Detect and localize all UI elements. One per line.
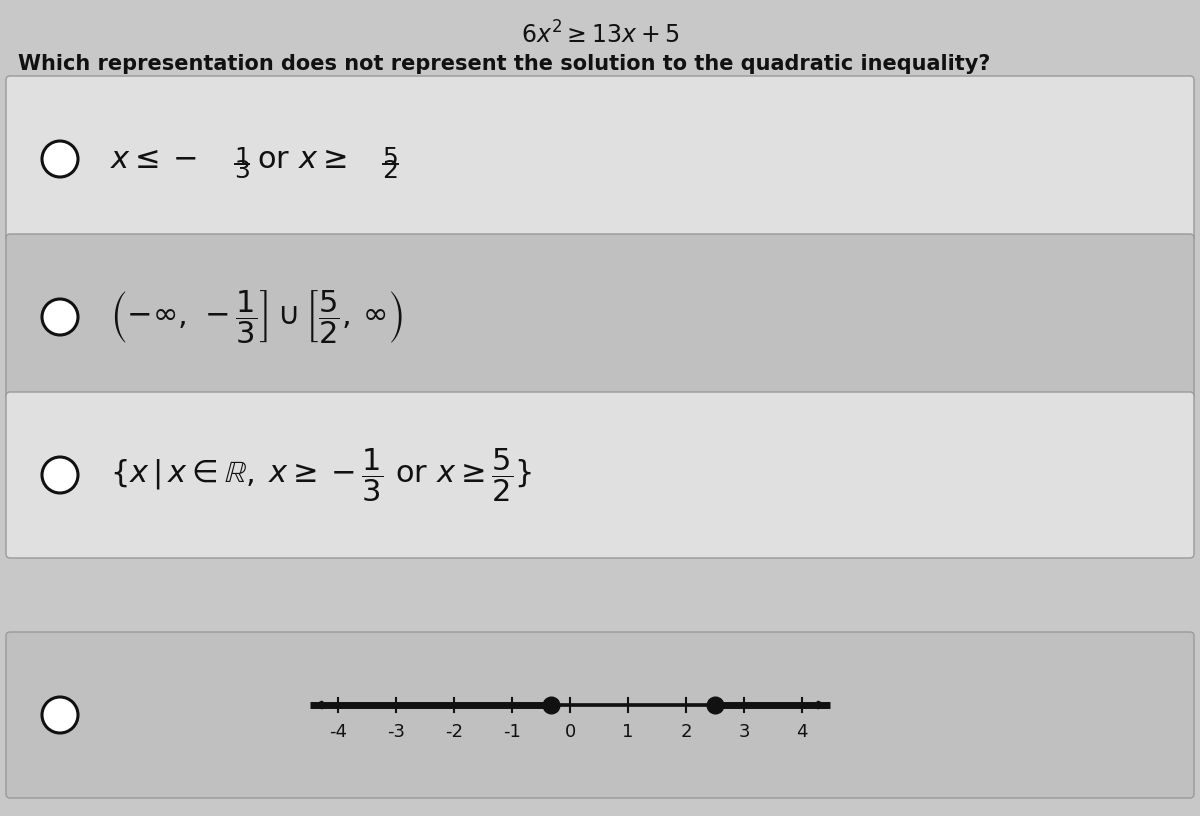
FancyBboxPatch shape bbox=[6, 392, 1194, 558]
Text: 4: 4 bbox=[797, 723, 808, 741]
Circle shape bbox=[42, 299, 78, 335]
Text: 5: 5 bbox=[383, 145, 398, 170]
Circle shape bbox=[42, 141, 78, 177]
FancyBboxPatch shape bbox=[6, 234, 1194, 400]
Text: $x \leq -$: $x \leq -$ bbox=[110, 144, 197, 174]
Text: 1: 1 bbox=[623, 723, 634, 741]
Text: $\left(-\infty,\,-\dfrac{1}{3}\right] \cup \left[\dfrac{5}{2},\,\infty\right)$: $\left(-\infty,\,-\dfrac{1}{3}\right] \c… bbox=[110, 288, 403, 346]
Text: 1: 1 bbox=[234, 145, 250, 170]
Text: 2: 2 bbox=[680, 723, 691, 741]
Text: $6x^2 \geq 13x + 5$: $6x^2 \geq 13x + 5$ bbox=[521, 21, 679, 48]
FancyBboxPatch shape bbox=[6, 76, 1194, 242]
Circle shape bbox=[42, 697, 78, 733]
Text: -3: -3 bbox=[386, 723, 406, 741]
Text: $\mathrm{or}\ x \geq$: $\mathrm{or}\ x \geq$ bbox=[257, 144, 347, 174]
Text: Which representation does not represent the solution to the quadratic inequality: Which representation does not represent … bbox=[18, 54, 990, 74]
Text: 3: 3 bbox=[234, 159, 250, 183]
Text: -4: -4 bbox=[329, 723, 347, 741]
Text: 2: 2 bbox=[383, 159, 398, 183]
Text: 3: 3 bbox=[738, 723, 750, 741]
Text: 0: 0 bbox=[564, 723, 576, 741]
Circle shape bbox=[42, 457, 78, 493]
Text: -1: -1 bbox=[503, 723, 521, 741]
Text: -2: -2 bbox=[445, 723, 463, 741]
FancyBboxPatch shape bbox=[6, 632, 1194, 798]
Text: $\{x\,|\,x \in \mathbb{R},\; x \geq -\dfrac{1}{3}\ \mathrm{or}\ x \geq \dfrac{5}: $\{x\,|\,x \in \mathbb{R},\; x \geq -\df… bbox=[110, 446, 533, 503]
